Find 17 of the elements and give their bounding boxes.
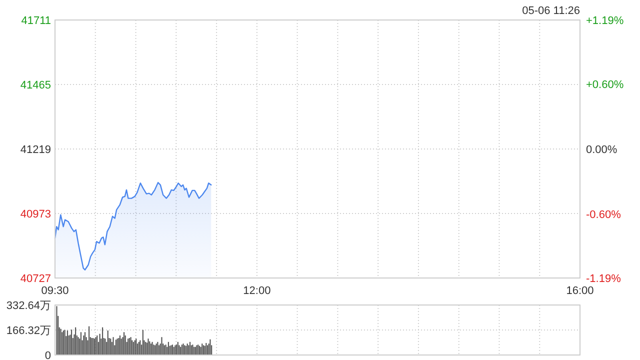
y2-tick-label: +1.19% — [586, 15, 624, 27]
x-tick-label: 16:00 — [566, 285, 594, 297]
y-tick-label: 41465 — [20, 80, 51, 92]
y-tick-label: 41219 — [20, 144, 51, 156]
text: 05-06 11:26 — [522, 5, 580, 17]
y-tick-label: 40973 — [20, 208, 51, 220]
y-tick-label: 40727 — [20, 273, 51, 285]
y-tick-label: 332.64万 — [6, 300, 51, 312]
x-tick-label: 12:00 — [243, 285, 271, 297]
y-tick-label: 41711 — [21, 15, 51, 27]
y2-tick-label: -1.19% — [586, 273, 622, 285]
y-tick-label: 0 — [44, 350, 51, 360]
y-tick-label: 166.32万 — [6, 325, 51, 337]
x-tick-label: 09:30 — [41, 285, 69, 297]
y2-tick-label: +0.60% — [586, 78, 624, 91]
y2-tick-label: -0.60% — [586, 209, 622, 222]
y2-tick-label: 0.00% — [586, 144, 618, 156]
